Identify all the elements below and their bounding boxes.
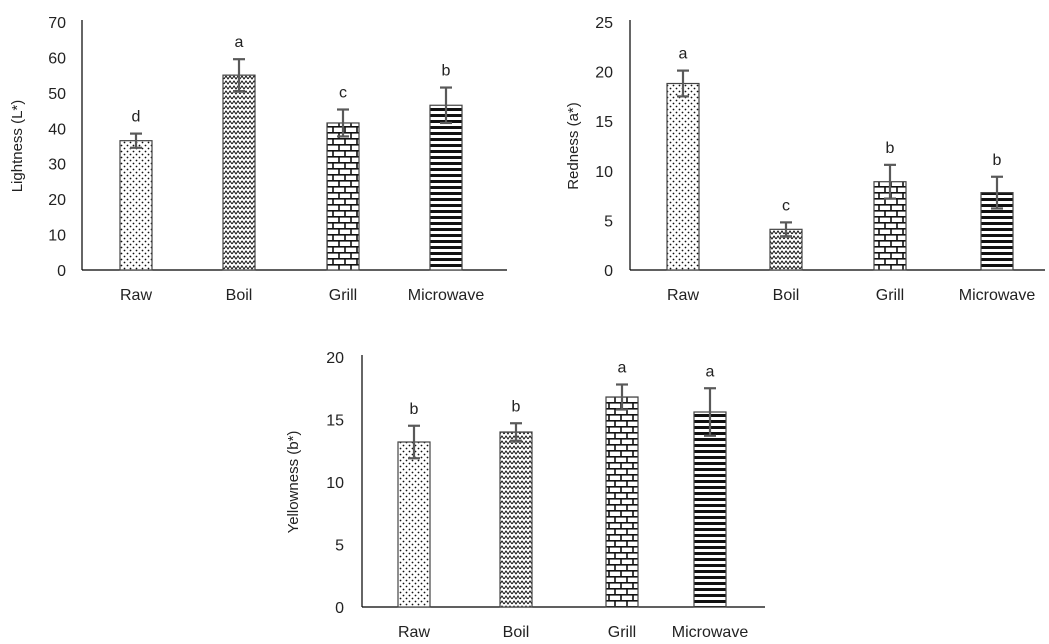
y-tick-label: 10	[48, 228, 66, 245]
y-tick-label: 30	[48, 157, 66, 174]
y-tick-label: 0	[57, 263, 66, 280]
significance-letter: b	[993, 152, 1002, 169]
significance-letter: c	[782, 197, 790, 214]
y-tick-label: 10	[595, 164, 613, 181]
y-axis-label: Redness (a*)	[565, 102, 582, 190]
y-axis-label: Yellowness (b*)	[285, 431, 302, 534]
x-tick-label-grill: Grill	[329, 287, 357, 304]
y-tick-label: 5	[335, 538, 344, 555]
bar-raw	[397, 441, 431, 608]
bar-boil	[222, 74, 256, 271]
y-tick-label: 40	[48, 121, 66, 138]
x-tick-label-raw: Raw	[667, 287, 699, 304]
bar-grill	[605, 396, 639, 608]
significance-letter: b	[886, 140, 895, 157]
x-tick-label-microwave: Microwave	[408, 287, 485, 304]
y-tick-label: 15	[595, 114, 613, 131]
x-tick-label-raw: Raw	[398, 624, 430, 641]
bar-microwave	[429, 104, 463, 271]
significance-letter: a	[679, 46, 688, 63]
x-tick-label-microwave: Microwave	[672, 624, 749, 641]
y-tick-label: 20	[595, 65, 613, 82]
y-tick-label: 0	[335, 600, 344, 617]
significance-letter: a	[706, 363, 715, 380]
y-axis-label: Lightness (L*)	[9, 100, 26, 193]
x-tick-label-boil: Boil	[503, 624, 530, 641]
y-tick-label: 10	[326, 475, 344, 492]
bar-raw	[119, 140, 153, 271]
y-tick-label: 25	[595, 15, 613, 32]
significance-letter: d	[132, 109, 141, 126]
y-tick-label: 60	[48, 50, 66, 67]
significance-letter: a	[235, 34, 244, 51]
yellowness-chart: 0 5 10 15 20 Yellowness (b*) b Raw b Boil a Grill a M…	[285, 350, 765, 641]
bar-raw	[666, 82, 700, 271]
lightness-chart: 0 10 20 30 40 50 60 70 Lightness (L*) d Raw a Boil c G…	[9, 15, 507, 304]
y-tick-label: 70	[48, 15, 66, 32]
bar-grill	[326, 122, 360, 271]
x-tick-label-boil: Boil	[773, 287, 800, 304]
y-tick-label: 20	[48, 192, 66, 209]
y-tick-label: 20	[326, 350, 344, 367]
bar-microwave	[693, 411, 727, 608]
y-tick-label: 15	[326, 413, 344, 430]
x-tick-label-raw: Raw	[120, 287, 152, 304]
x-tick-label-boil: Boil	[226, 287, 253, 304]
significance-letter: b	[410, 401, 419, 418]
significance-letter: a	[618, 360, 627, 377]
redness-chart: 0 5 10 15 20 25 Redness (a*) a Raw c Boil b Grill b Mi…	[565, 15, 1045, 304]
x-tick-label-grill: Grill	[608, 624, 636, 641]
significance-letter: b	[442, 63, 451, 80]
x-tick-label-grill: Grill	[876, 287, 904, 304]
significance-letter: c	[339, 85, 347, 102]
x-tick-label-microwave: Microwave	[959, 287, 1036, 304]
y-tick-label: 5	[604, 213, 613, 230]
y-tick-label: 0	[604, 263, 613, 280]
bar-boil	[499, 431, 533, 608]
y-tick-label: 50	[48, 86, 66, 103]
significance-letter: b	[512, 398, 521, 415]
